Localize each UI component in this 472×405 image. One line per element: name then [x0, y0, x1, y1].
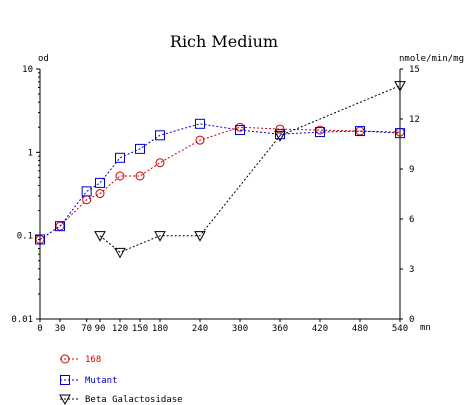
data-point-mutant — [155, 130, 165, 141]
legend-marker-mutant — [60, 375, 70, 385]
series-beta-galactosidase — [94, 81, 406, 259]
x-tick-label: 120 — [112, 324, 128, 334]
y-left-tick-label: 0.01 — [11, 315, 33, 325]
y-left-tick-label: 10 — [22, 65, 33, 75]
x-tick-label: 0 — [37, 324, 42, 334]
data-point-168 — [155, 158, 165, 168]
data-point-mutant — [115, 152, 125, 163]
data-point-beta-galactosidase — [274, 131, 286, 142]
x-tick-label: 240 — [192, 324, 208, 334]
x-tick-label: 540 — [392, 324, 408, 334]
data-point-beta-galactosidase — [114, 247, 126, 259]
chart-title: Rich Medium — [170, 32, 278, 51]
data-point-mutant — [315, 127, 325, 138]
data-point-mutant — [35, 234, 45, 245]
data-point-mutant — [195, 118, 205, 129]
series-layer — [35, 81, 406, 259]
y-right-tick-label: 3 — [409, 265, 414, 275]
legend-label: Beta Galactosidase — [85, 395, 183, 405]
series-line-mutant — [39, 123, 401, 240]
x-tick-label: 360 — [272, 324, 288, 334]
y-right-tick-label: 0 — [409, 315, 414, 325]
data-point-168 — [275, 124, 285, 134]
x-tick-label: 480 — [352, 324, 368, 334]
x-tick-label: 420 — [312, 324, 328, 334]
y-axis-left-label: od — [38, 54, 49, 64]
data-point-168 — [115, 171, 125, 181]
x-tick-label: 90 — [95, 324, 106, 334]
legend-item-beta-galactosidase: Beta Galactosidase — [59, 394, 183, 405]
series-line-168 — [39, 126, 401, 240]
x-tick-label: 150 — [132, 324, 148, 334]
y-right-tick-label: 12 — [409, 115, 420, 125]
data-point-beta-galactosidase — [154, 231, 166, 242]
legend-marker-beta-galactosidase — [59, 394, 71, 405]
data-point-mutant — [235, 125, 245, 136]
series-168 — [35, 122, 405, 244]
legend-label: 168 — [85, 355, 101, 365]
y-left-tick-label: 0.1 — [17, 232, 33, 242]
x-tick-label: 30 — [55, 324, 66, 334]
y-left-tick-label: 1 — [28, 148, 33, 158]
x-tick-label: 180 — [152, 324, 168, 334]
legend-item-mutant: Mutant — [60, 375, 118, 386]
y-right-tick-label: 6 — [409, 215, 414, 225]
x-tick-label: 300 — [232, 324, 248, 334]
legend-item-168: 168 — [60, 354, 101, 365]
data-point-mutant — [135, 143, 145, 154]
x-tick-label: 70 — [81, 324, 92, 334]
y-axis-right-label: nmole/min/mg — [399, 54, 464, 64]
data-point-mutant — [395, 128, 405, 139]
x-axis-unit-label: mn — [420, 323, 431, 333]
data-point-beta-galactosidase — [394, 81, 406, 92]
data-point-168 — [95, 189, 105, 199]
data-point-168 — [135, 171, 145, 181]
legend: 168 Mutant Beta Galactosidase — [59, 354, 183, 405]
y-right-tick-label: 9 — [409, 165, 414, 175]
axes: 0 30 70 90 120 150 180 240 300 360 420 480 5400.010.… — [11, 65, 420, 334]
data-point-168 — [195, 135, 205, 145]
data-point-beta-galactosidase — [94, 231, 106, 242]
series-line-beta-galactosidase — [99, 85, 401, 253]
data-point-mutant — [81, 186, 92, 197]
legend-marker-168 — [60, 354, 70, 364]
data-point-mutant — [355, 126, 365, 137]
data-point-beta-galactosidase — [194, 231, 206, 242]
data-point-mutant — [95, 177, 105, 188]
data-point-mutant — [275, 129, 285, 140]
y-right-tick-label: 15 — [409, 65, 420, 75]
legend-label: Mutant — [85, 376, 118, 386]
series-mutant — [35, 118, 405, 245]
data-point-mutant — [55, 221, 65, 232]
